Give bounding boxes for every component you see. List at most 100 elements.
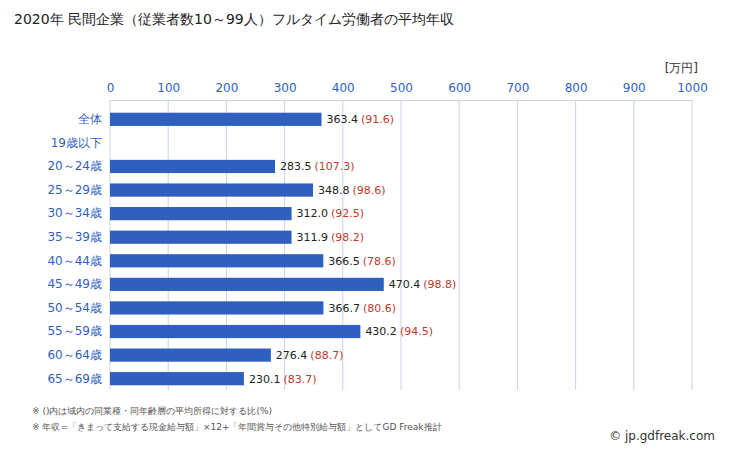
x-axis: 0 100 200 300 400 500 600 700 800 900 1000 — [107, 81, 708, 101]
grid-line — [284, 100, 285, 390]
bar — [110, 349, 271, 362]
tick: 19歳以下 — [51, 136, 110, 150]
source: © jp.gdfreak.com — [609, 429, 715, 443]
tick: 50～54歳 — [47, 301, 110, 315]
ratio-label: (98.2) — [331, 231, 364, 244]
title: 2020年 民間企業（従業者数10～99人）フルタイム労働者の平均年収 — [14, 11, 454, 27]
value-label: 348.8 — [318, 184, 350, 197]
tick: 55～59歳 — [47, 324, 110, 338]
chart: 2020年 民間企業（従業者数10～99人）フルタイム労働者の平均年収 [万円] 0… — [0, 0, 729, 451]
bar — [110, 231, 292, 244]
category-label: 全体 — [78, 112, 102, 126]
tick: 600 — [448, 81, 471, 95]
tick: 900 — [623, 81, 646, 95]
tick: 60～64歳 — [47, 348, 110, 362]
plot: 0 100 200 300 400 500 600 700 800 900 1000 全体 19歳以下 2… — [47, 81, 707, 391]
grid-line — [342, 100, 343, 390]
ratio-label: (92.5) — [331, 207, 364, 220]
grid-line — [633, 100, 634, 390]
ratio-label: (88.7) — [310, 349, 343, 362]
category-label: 25～29歳 — [47, 183, 102, 197]
tick: 800 — [565, 81, 588, 95]
bars — [110, 113, 384, 386]
ratio-label: (80.6) — [363, 302, 396, 315]
bar — [110, 325, 360, 338]
grid — [110, 100, 692, 390]
category-label: 20～24歳 — [47, 159, 102, 173]
unit-label: [万円] — [665, 61, 698, 75]
value-label: 366.7 — [328, 302, 360, 315]
tick: 20～24歳 — [47, 159, 110, 173]
grid-line — [401, 100, 402, 390]
tick-label: 700 — [506, 81, 529, 95]
axis-line — [110, 109, 111, 391]
tick-label: 900 — [623, 81, 646, 95]
tick: 500 — [390, 81, 413, 95]
tick: 65～69歳 — [47, 372, 110, 386]
ratio-label: (78.6) — [363, 255, 396, 268]
tick: 35～39歳 — [47, 230, 110, 244]
ratio-label: (98.6) — [353, 184, 386, 197]
grid-line — [517, 100, 518, 390]
value-label: 312.0 — [297, 207, 329, 220]
grid-line — [575, 100, 576, 390]
value-label: 470.4 — [389, 278, 421, 291]
category-label: 45～49歳 — [47, 277, 102, 291]
ratio-label: (107.3) — [314, 160, 354, 173]
bar — [110, 254, 323, 267]
value-label: 276.4 — [276, 349, 308, 362]
value-label: 283.5 — [280, 160, 312, 173]
tick-label: 500 — [390, 81, 413, 95]
bar — [110, 183, 313, 196]
tick: 700 — [506, 81, 529, 95]
value-label: 230.1 — [249, 373, 281, 386]
y-axis: 全体 19歳以下 20～24歳 25～29歳 30～34歳 35～39歳 40～44歳 45～… — [47, 109, 110, 391]
tick-label: 600 — [448, 81, 471, 95]
ratio-label: (83.7) — [283, 373, 316, 386]
bar — [110, 372, 244, 385]
tick: 25～29歳 — [47, 183, 110, 197]
axis-line — [111, 100, 693, 101]
tick: 全体 — [78, 112, 110, 126]
ratio-label: (91.6) — [361, 113, 394, 126]
category-label: 19歳以下 — [51, 136, 102, 150]
category-label: 35～39歳 — [47, 230, 102, 244]
bar — [110, 207, 292, 220]
grid-line — [168, 100, 169, 390]
grid-line — [692, 100, 693, 390]
ratio-label: (94.5) — [400, 325, 433, 338]
grid-line — [459, 100, 460, 390]
tick: 400 — [332, 81, 355, 95]
data-labels: 363.4(91.6)283.5(107.3)348.8(98.6)312.0(… — [249, 113, 456, 385]
category-label: 60～64歳 — [47, 348, 102, 362]
tick-label: 100 — [157, 81, 180, 95]
value-label: 311.9 — [297, 231, 329, 244]
tick-label: 300 — [274, 81, 297, 95]
grid-line — [110, 100, 111, 390]
note: ※ 年収=「きまって支給する現金給与額」×12+「年間賞与その他特別給与額」とし… — [32, 422, 442, 432]
category-label: 55～59歳 — [47, 324, 102, 338]
tick: 300 — [274, 81, 297, 95]
tick-label: 200 — [215, 81, 238, 95]
value-label: 366.5 — [328, 255, 360, 268]
category-label: 40～44歳 — [47, 254, 102, 268]
tick-label: 1000 — [677, 81, 708, 95]
tick-label: 0 — [107, 81, 115, 95]
tick: 1000 — [677, 81, 708, 95]
tick: 0 — [107, 81, 115, 95]
value-label: 363.4 — [326, 113, 358, 126]
tick: 45～49歳 — [47, 277, 110, 291]
tick: 200 — [215, 81, 238, 95]
tick-label: 400 — [332, 81, 355, 95]
category-label: 50～54歳 — [47, 301, 102, 315]
category-label: 30～34歳 — [47, 206, 102, 220]
category-label: 65～69歳 — [47, 372, 102, 386]
ratio-label: (98.8) — [423, 278, 456, 291]
value-label: 430.2 — [365, 325, 397, 338]
note: ※ ()内は域内の同業種・同年齢層の平均所得に対する比(%) — [32, 406, 272, 416]
tick-label: 800 — [565, 81, 588, 95]
bar — [110, 160, 275, 173]
tick: 40～44歳 — [47, 254, 110, 268]
tick: 100 — [157, 81, 180, 95]
bar — [110, 278, 384, 291]
